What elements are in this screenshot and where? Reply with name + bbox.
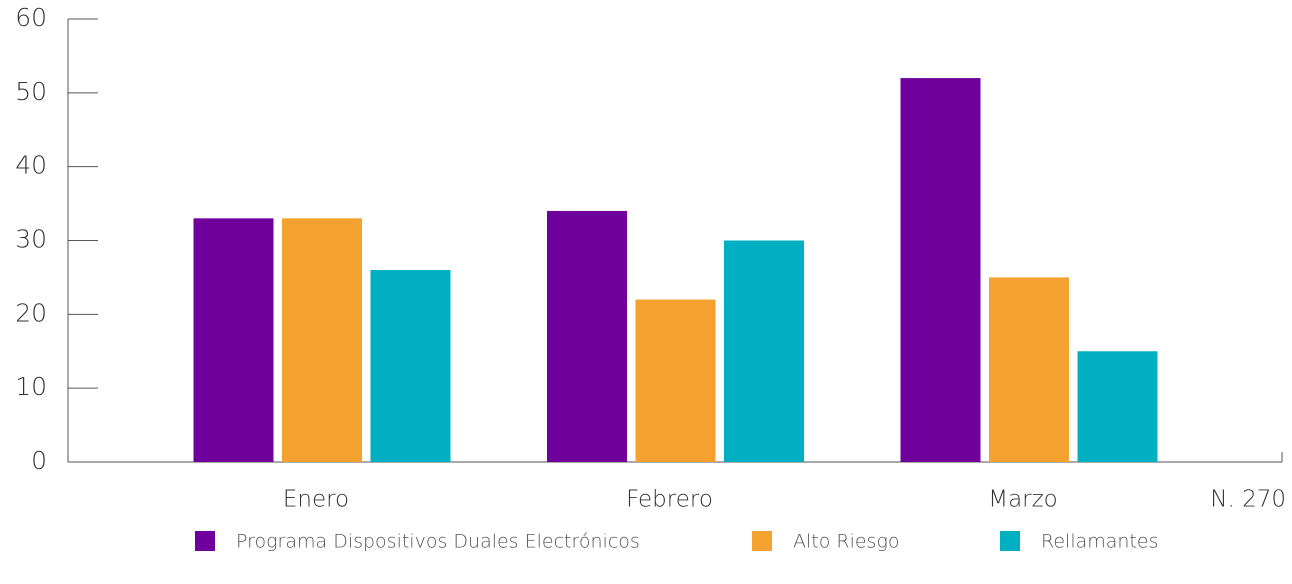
bar: [193, 218, 274, 462]
y-tick-label: 20: [15, 298, 47, 327]
bar: [547, 210, 627, 462]
bar: [989, 277, 1069, 462]
legend-swatch: [752, 531, 772, 551]
bar: [900, 78, 981, 463]
y-tick-label: 30: [15, 225, 47, 254]
bar: [724, 240, 804, 462]
legend-swatch: [195, 531, 215, 551]
y-tick-label: 0: [31, 446, 47, 475]
x-tick-label: Marzo: [988, 487, 1058, 513]
legend-label: Rellamantes: [1041, 531, 1158, 553]
y-tick-label: 10: [15, 372, 47, 401]
legend-label: Programa Dispositivos Duales Electrónico…: [236, 531, 640, 553]
y-tick-label: 50: [15, 77, 47, 106]
bar: [1077, 351, 1158, 462]
legend-label: Alto Riesgo: [793, 531, 900, 553]
x-tick-label: Enero: [283, 487, 349, 513]
y-tick-label: 40: [15, 151, 47, 180]
bar: [282, 218, 362, 462]
x-tick-label: Febrero: [626, 487, 713, 513]
bar: [635, 299, 716, 462]
legend-swatch: [1000, 531, 1020, 551]
y-tick-label: 60: [15, 3, 47, 32]
bar: [370, 270, 451, 462]
annotation: N. 270: [1210, 487, 1286, 513]
